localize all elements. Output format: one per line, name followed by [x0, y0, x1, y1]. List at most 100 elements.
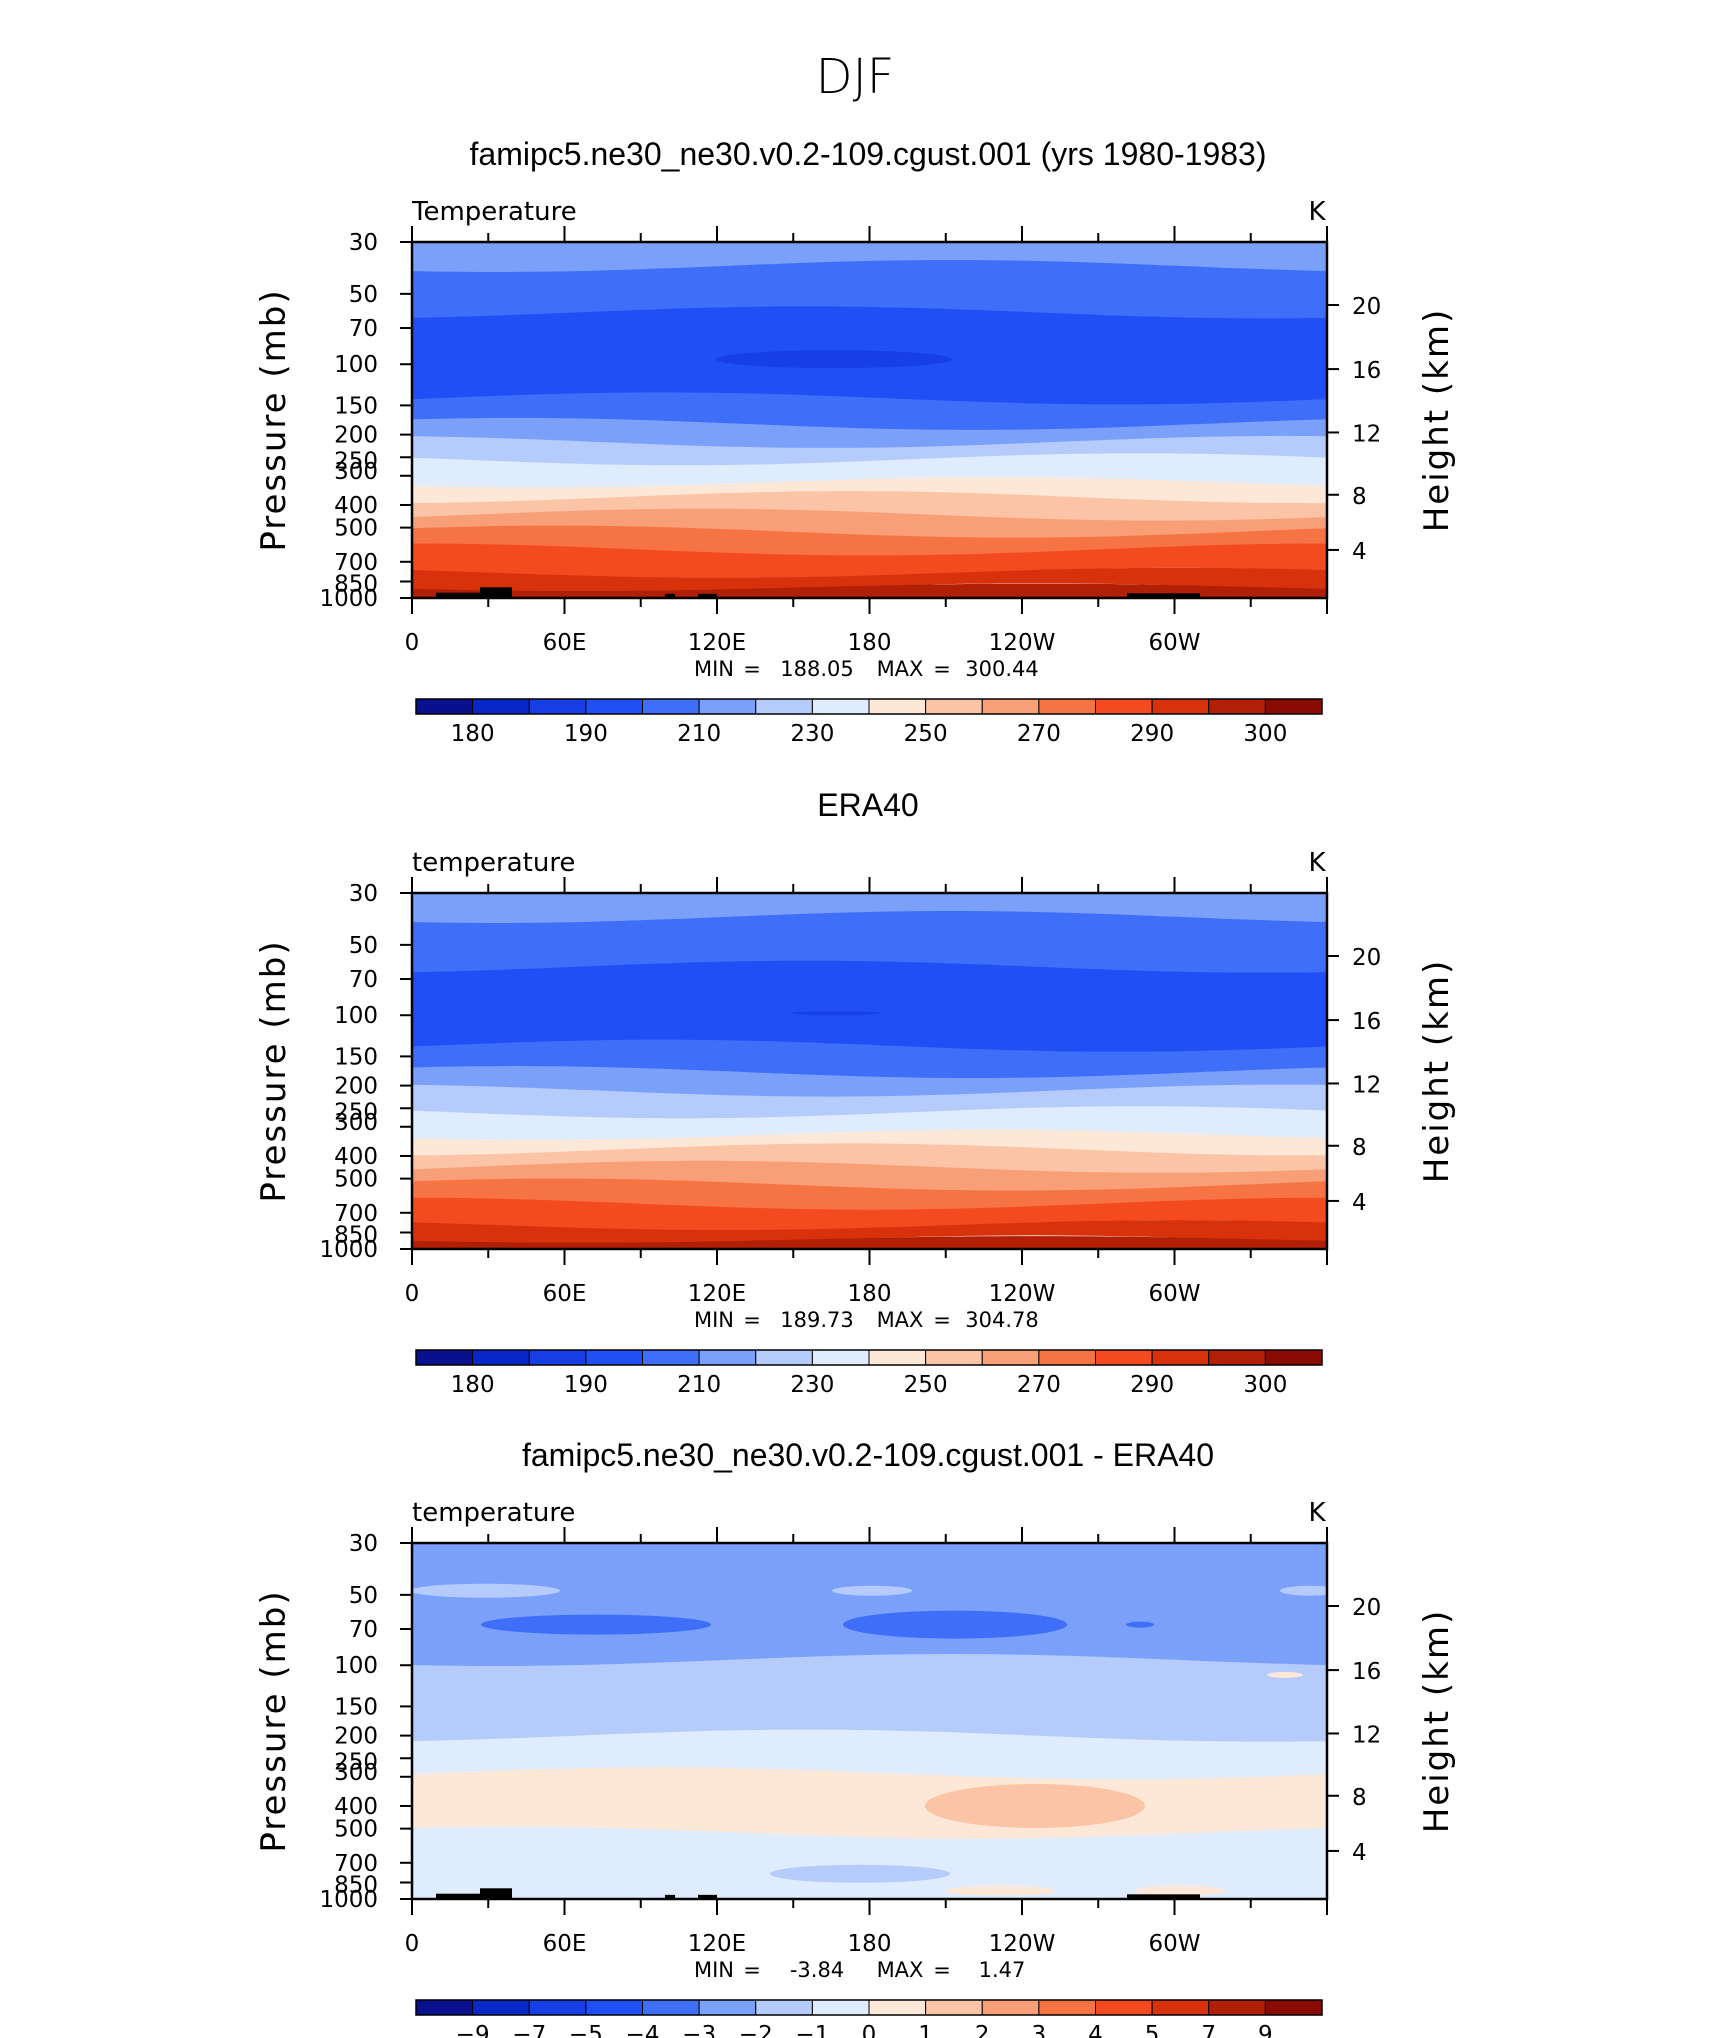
max-label: MAX — [877, 657, 924, 681]
topography-block — [698, 1894, 717, 1899]
topography-block — [665, 1894, 675, 1899]
x-tick-label: 120W — [989, 1931, 1056, 1957]
colorbar-swatch — [981, 1999, 1040, 2016]
x-tick-label: 60E — [543, 1931, 587, 1957]
colorbar-label: −9 — [456, 2022, 490, 2038]
min-value: -3.84 — [790, 1958, 844, 1982]
colorbar-label: 230 — [790, 1372, 834, 1398]
equals-sign: = — [743, 1958, 761, 1982]
contour-band — [412, 1197, 1327, 1233]
colorbar-swatch — [981, 1349, 1040, 1366]
contour-band — [412, 260, 1327, 320]
y-tick-label: 150 — [334, 1694, 378, 1720]
contour-band — [412, 893, 1327, 924]
min-label: MIN — [694, 1308, 734, 1332]
y-tick-label: 500 — [334, 1167, 378, 1193]
y-axis-label: Pressure (mb) — [254, 939, 294, 1202]
equals-sign: = — [743, 657, 761, 681]
colorbar-label: 190 — [564, 1372, 608, 1398]
colorbar-label: 190 — [564, 721, 608, 747]
colorbar-swatch — [925, 1999, 983, 2016]
y-axis-label: Pressure (mb) — [254, 1589, 294, 1852]
colorbar-label: 290 — [1130, 1372, 1174, 1398]
colorbar-label: 210 — [677, 1372, 721, 1398]
y2-tick-label: 12 — [1352, 421, 1381, 447]
y2-tick-label: 12 — [1352, 1722, 1381, 1748]
colorbar-swatch — [925, 1349, 983, 1366]
colorbar-swatch — [585, 1349, 643, 1366]
contour-band — [412, 1178, 1327, 1211]
contour-band — [412, 435, 1327, 467]
y-tick-label: 300 — [334, 1110, 378, 1136]
x-tick-label: 60W — [1148, 1281, 1200, 1307]
variable-label: Temperature — [411, 197, 577, 227]
topography-block — [1127, 1894, 1200, 1899]
x-tick-label: 120W — [989, 1281, 1056, 1307]
colorbar-swatch — [1264, 698, 1323, 715]
max-label: MAX — [877, 1958, 924, 1982]
colorbar-swatch — [642, 1999, 700, 2016]
anomaly-weak — [832, 1585, 912, 1596]
y-tick-label: 200 — [334, 423, 378, 449]
anomaly-weak — [1280, 1585, 1327, 1596]
colorbar-swatch — [868, 1999, 927, 2016]
y-tick-label: 200 — [334, 1724, 378, 1750]
colorbar-swatch — [811, 698, 870, 715]
colorbar-label: 290 — [1130, 721, 1174, 747]
colorbar-label: −4 — [626, 2022, 660, 2038]
max-label: MAX — [877, 1308, 924, 1332]
anomaly-warm — [1135, 1885, 1225, 1896]
colorbar-label: −2 — [739, 2022, 773, 2038]
cold-core — [790, 1011, 880, 1016]
y2-tick-label: 8 — [1352, 1135, 1367, 1161]
y-tick-label: 250 — [334, 1749, 378, 1775]
colorbar-label: −5 — [569, 2022, 603, 2038]
max-value: 300.44 — [965, 657, 1038, 681]
contour-band — [412, 1243, 1327, 1249]
y-tick-label: 500 — [334, 516, 378, 542]
contour-band — [412, 491, 1327, 522]
y2-tick-label: 16 — [1352, 1009, 1381, 1035]
colorbar-swatch — [1095, 1349, 1153, 1366]
y2-tick-label: 4 — [1352, 539, 1367, 565]
max-value: 1.47 — [979, 1958, 1026, 1982]
colorbar-swatch — [755, 1999, 813, 2016]
x-tick-label: 180 — [848, 630, 892, 656]
contour-band — [412, 592, 1327, 598]
contour-band — [412, 1220, 1327, 1246]
contour-band — [412, 960, 1327, 1053]
topography-block — [436, 592, 490, 598]
panel-title: ERA40 — [817, 787, 918, 823]
colorbar-label: 5 — [1145, 2022, 1160, 2038]
x-tick-label: 60E — [543, 630, 587, 656]
y-tick-label: 50 — [349, 1583, 378, 1609]
colorbar-frame — [415, 1349, 1323, 1366]
contour-band — [412, 392, 1327, 431]
colorbar-swatch — [698, 698, 757, 715]
equals-sign: = — [933, 1308, 951, 1332]
colorbar-label: 3 — [1032, 2022, 1047, 2038]
equals-sign: = — [743, 1308, 761, 1332]
contour-band — [412, 1654, 1327, 1743]
anomaly-warm — [945, 1885, 1055, 1896]
colorbar-label: −7 — [512, 2022, 546, 2038]
y2-axis-label: Height (km) — [1417, 959, 1457, 1184]
x-tick-label: 60W — [1148, 630, 1200, 656]
y2-axis-label: Height (km) — [1417, 308, 1457, 533]
colorbar-swatch — [1095, 698, 1153, 715]
topography-block — [480, 1888, 512, 1899]
x-tick-label: 60W — [1148, 1931, 1200, 1957]
y-tick-label: 70 — [349, 316, 378, 342]
topography-block — [665, 593, 675, 598]
colorbar-swatch — [472, 698, 530, 715]
x-tick-label: 120W — [989, 630, 1056, 656]
plot-area — [412, 242, 1327, 598]
y-tick-label: 30 — [349, 1531, 378, 1557]
colorbar-label: 180 — [451, 1372, 495, 1398]
variable-label: temperature — [412, 848, 575, 878]
panel-1: famipc5.ne30_ne30.v0.2-109.cgust.001 (yr… — [254, 136, 1457, 747]
equals-sign: = — [933, 1958, 951, 1982]
contour-band — [412, 1826, 1327, 1899]
colorbar-swatch — [698, 1349, 757, 1366]
contour-band — [412, 543, 1327, 580]
